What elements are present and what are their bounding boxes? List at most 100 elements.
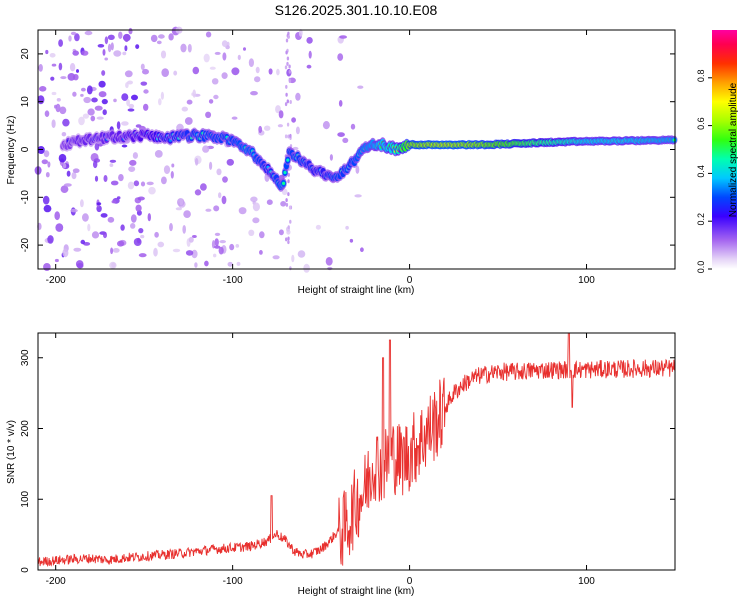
spectrogram-x-label: Height of straight line (km) <box>298 285 415 296</box>
noise-blob <box>81 50 89 56</box>
noise-blob <box>54 211 60 221</box>
noise-blob <box>128 103 135 109</box>
noise-blob <box>184 117 193 125</box>
noise-blob <box>252 202 260 212</box>
noise-blob <box>113 50 122 57</box>
noise-blob <box>67 73 76 81</box>
noise-blob <box>329 154 333 161</box>
noise-blob <box>285 38 289 43</box>
noise-blob <box>47 235 54 244</box>
noise-blob <box>238 207 247 215</box>
noise-blob <box>78 116 85 126</box>
noise-blob <box>91 231 100 239</box>
noise-blob <box>180 43 187 53</box>
noise-blob <box>39 86 47 92</box>
noise-blob <box>243 47 246 51</box>
noise-blob <box>229 243 235 251</box>
noise-blob <box>288 64 291 69</box>
noise-blob <box>146 181 154 186</box>
noise-blob <box>219 240 226 244</box>
noise-blob <box>338 100 343 107</box>
noise-blob <box>325 257 333 266</box>
noise-blob <box>62 163 67 169</box>
noise-blob <box>278 110 284 119</box>
colorbar-tick-label: 0.8 <box>696 70 706 83</box>
noise-blob <box>98 91 107 98</box>
noise-blob <box>259 250 263 255</box>
noise-blob <box>129 159 137 166</box>
noise-blob <box>156 40 162 45</box>
noise-blob <box>142 68 149 75</box>
noise-blob <box>172 248 181 253</box>
noise-blob <box>285 237 288 242</box>
noise-blob <box>289 219 292 224</box>
y-tick-label: 10 <box>20 96 31 108</box>
colorbar-gradient <box>712 30 737 269</box>
noise-blob <box>137 196 145 201</box>
noise-blob <box>205 111 212 119</box>
noise-blob <box>214 232 221 236</box>
noise-blob <box>357 85 364 89</box>
snr-x-ticks: -200 -100 0 100 <box>46 333 595 587</box>
y-tick-label: 300 <box>20 349 31 366</box>
noise-blob <box>100 213 108 218</box>
noise-blob <box>350 123 356 130</box>
noise-blob <box>160 50 167 59</box>
noise-blob <box>72 50 79 56</box>
noise-blob <box>132 152 138 159</box>
noise-blob <box>259 231 265 239</box>
x-tick-label: -200 <box>46 275 66 286</box>
noise-blob <box>342 137 349 143</box>
noise-blob <box>278 229 284 236</box>
noise-blob <box>72 91 77 97</box>
noise-blob <box>76 263 84 269</box>
noise-blob <box>127 181 135 190</box>
noise-blob <box>204 260 209 267</box>
noise-blob <box>111 200 117 204</box>
noise-blob <box>298 29 303 37</box>
noise-blob <box>160 91 164 100</box>
noise-blob <box>248 58 254 67</box>
noise-blob <box>205 208 212 212</box>
noise-blob <box>170 171 174 179</box>
noise-blob <box>135 44 140 49</box>
noise-blob <box>96 202 102 206</box>
noise-blob <box>62 118 70 127</box>
noise-blob <box>80 239 86 245</box>
snr-x-label: Height of straight line (km) <box>298 586 415 597</box>
noise-blob <box>135 204 142 212</box>
spectrogram-ridge <box>59 127 678 192</box>
noise-blob <box>286 61 289 66</box>
noise-blob <box>84 30 93 36</box>
noise-blob <box>284 134 288 139</box>
noise-blob <box>58 39 63 47</box>
noise-blob <box>58 62 63 71</box>
noise-blob <box>337 132 345 138</box>
noise-blob <box>339 35 347 39</box>
noise-blob <box>104 36 109 45</box>
noise-blob <box>101 98 108 105</box>
noise-blob <box>118 174 124 182</box>
colorbar-tick-label: 0.0 <box>696 261 706 274</box>
noise-blob <box>81 87 86 92</box>
noise-blob <box>73 74 79 81</box>
noise-blob <box>69 62 76 72</box>
x-tick-label: 100 <box>578 576 595 587</box>
noise-blob <box>289 133 292 138</box>
colorbar-tick-label: 0.6 <box>696 117 706 130</box>
noise-blob <box>183 210 191 219</box>
noise-blob <box>82 113 89 119</box>
noise-blob <box>213 205 220 212</box>
noise-blob <box>211 78 219 85</box>
snr-y-label: SNR (10 * v/v) <box>6 420 17 484</box>
noise-blob <box>161 176 167 185</box>
y-tick-label: -20 <box>20 237 31 252</box>
noise-blob <box>194 262 198 268</box>
noise-blob <box>284 102 288 107</box>
noise-blob <box>127 80 133 85</box>
noise-blob <box>202 145 210 153</box>
noise-blob <box>286 99 289 104</box>
noise-blob <box>41 159 48 165</box>
noise-blob <box>43 204 52 213</box>
noise-blob <box>213 94 219 100</box>
